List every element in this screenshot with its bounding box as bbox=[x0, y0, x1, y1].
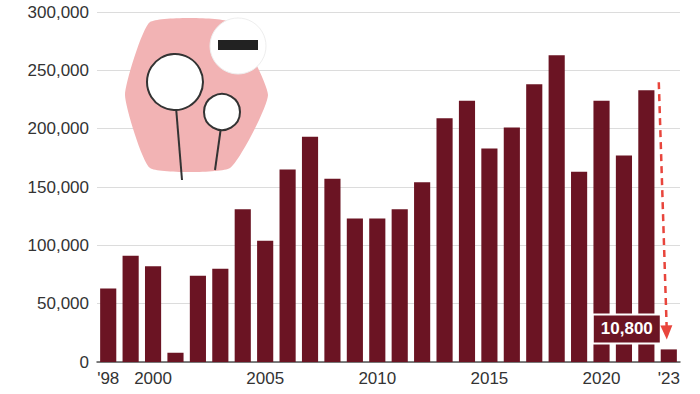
svg-text:'23: '23 bbox=[658, 369, 680, 388]
svg-text:2010: 2010 bbox=[358, 369, 396, 388]
svg-text:50,000: 50,000 bbox=[37, 294, 89, 313]
svg-text:0: 0 bbox=[80, 353, 89, 372]
svg-text:'98: '98 bbox=[97, 369, 119, 388]
svg-text:2015: 2015 bbox=[470, 369, 508, 388]
svg-text:2005: 2005 bbox=[246, 369, 284, 388]
svg-text:10,800: 10,800 bbox=[601, 319, 653, 338]
svg-text:150,000: 150,000 bbox=[28, 178, 89, 197]
svg-text:100,000: 100,000 bbox=[28, 236, 89, 255]
svg-text:250,000: 250,000 bbox=[28, 61, 89, 80]
svg-text:2000: 2000 bbox=[134, 369, 172, 388]
svg-text:300,000: 300,000 bbox=[28, 3, 89, 22]
svg-text:200,000: 200,000 bbox=[28, 119, 89, 138]
svg-text:2020: 2020 bbox=[583, 369, 621, 388]
